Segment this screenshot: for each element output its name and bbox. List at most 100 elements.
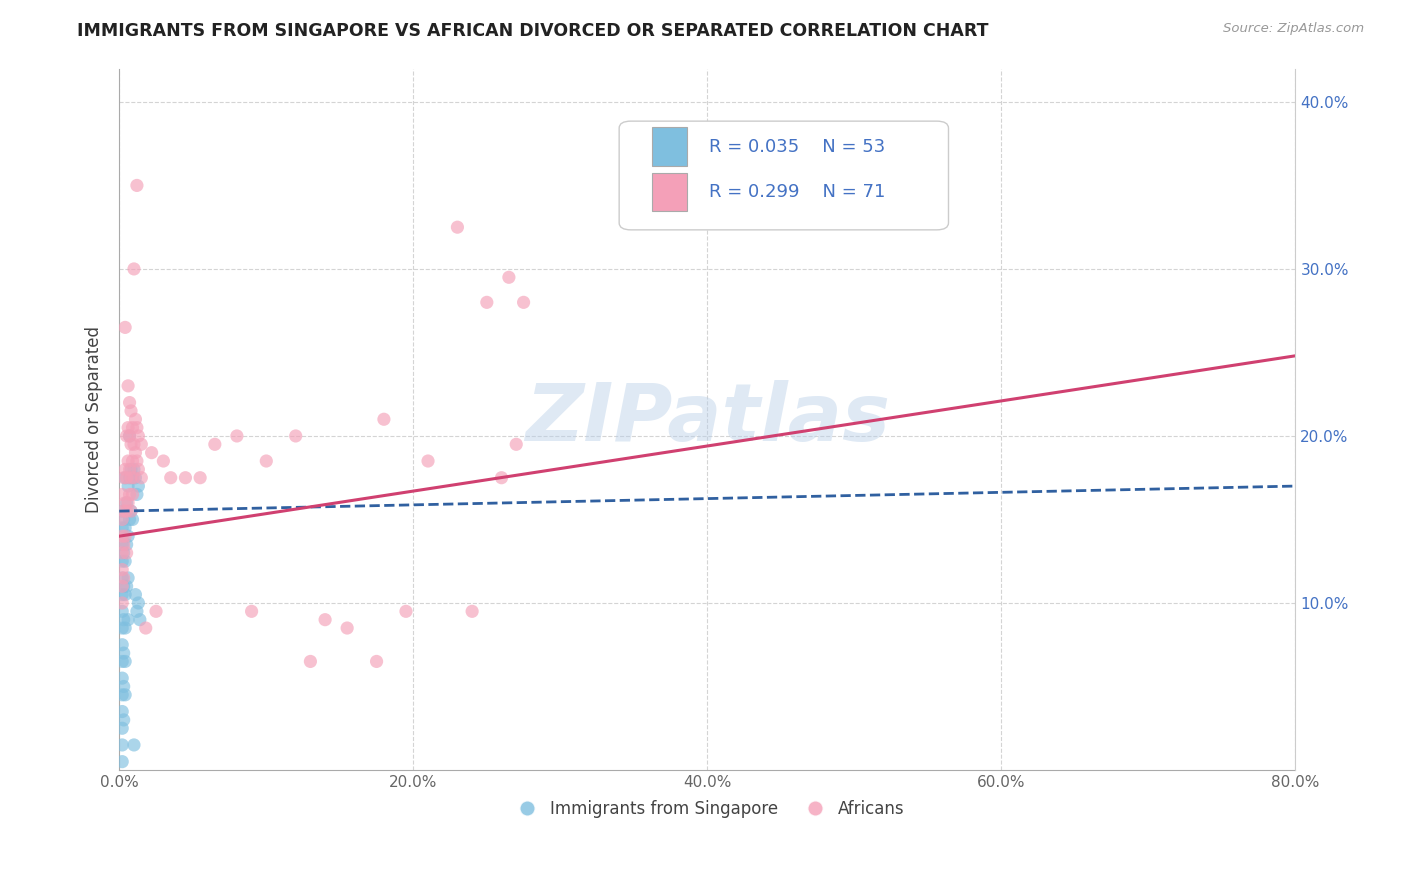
Point <box>118 471 141 485</box>
Point <box>117 529 139 543</box>
Point <box>111 596 134 610</box>
Point <box>141 445 163 459</box>
Point <box>124 445 146 459</box>
Point <box>112 713 135 727</box>
Point <box>112 579 135 593</box>
Point <box>117 613 139 627</box>
Point <box>127 596 149 610</box>
Point <box>122 437 145 451</box>
Point <box>446 220 468 235</box>
Point <box>114 320 136 334</box>
Point <box>118 512 141 526</box>
Point <box>117 571 139 585</box>
Point <box>373 412 395 426</box>
Point <box>174 471 197 485</box>
Point <box>111 487 134 501</box>
Point <box>111 604 134 618</box>
Point <box>188 471 211 485</box>
Point <box>117 496 139 510</box>
Point <box>111 638 134 652</box>
Point <box>111 738 134 752</box>
Point <box>127 479 149 493</box>
Point <box>131 437 153 451</box>
Point <box>124 412 146 426</box>
Text: IMMIGRANTS FROM SINGAPORE VS AFRICAN DIVORCED OR SEPARATED CORRELATION CHART: IMMIGRANTS FROM SINGAPORE VS AFRICAN DIV… <box>77 22 988 40</box>
Point <box>115 496 138 510</box>
Point <box>121 512 143 526</box>
Point <box>395 604 418 618</box>
Point <box>112 680 135 694</box>
Point <box>125 604 148 618</box>
Point <box>114 529 136 543</box>
Point <box>114 462 136 476</box>
Point <box>121 420 143 434</box>
Text: R = 0.035    N = 53: R = 0.035 N = 53 <box>709 137 884 156</box>
Point <box>118 429 141 443</box>
Point <box>112 571 135 585</box>
Point <box>461 604 484 618</box>
Point <box>127 462 149 476</box>
Point <box>115 471 138 485</box>
Point <box>120 504 142 518</box>
Point <box>416 454 439 468</box>
Point <box>125 178 148 193</box>
Point <box>115 546 138 560</box>
Legend: Immigrants from Singapore, Africans: Immigrants from Singapore, Africans <box>503 794 911 825</box>
Point <box>121 487 143 501</box>
Point <box>117 479 139 493</box>
Point <box>125 420 148 434</box>
FancyBboxPatch shape <box>652 173 688 211</box>
Point <box>254 454 277 468</box>
Point <box>118 487 141 501</box>
Point <box>111 705 134 719</box>
Point <box>117 454 139 468</box>
Point <box>124 588 146 602</box>
Text: R = 0.299    N = 71: R = 0.299 N = 71 <box>709 183 884 202</box>
FancyBboxPatch shape <box>619 121 949 230</box>
Point <box>125 487 148 501</box>
Point <box>128 613 150 627</box>
Point <box>111 688 134 702</box>
Point <box>121 454 143 468</box>
Point <box>127 429 149 443</box>
Point <box>111 512 134 526</box>
Point <box>120 504 142 518</box>
Point <box>112 504 135 518</box>
Point <box>366 655 388 669</box>
Point <box>111 755 134 769</box>
Point <box>111 655 134 669</box>
Point <box>314 613 336 627</box>
Point <box>124 471 146 485</box>
Point <box>114 621 136 635</box>
Point <box>135 621 157 635</box>
Point <box>498 270 520 285</box>
Point <box>475 295 498 310</box>
Point <box>120 462 142 476</box>
Point <box>299 655 322 669</box>
Point <box>131 471 153 485</box>
Point <box>122 738 145 752</box>
Point <box>111 588 134 602</box>
Point <box>111 721 134 735</box>
Point <box>159 471 181 485</box>
Point <box>111 571 134 585</box>
Point <box>118 462 141 476</box>
Point <box>491 471 513 485</box>
Point <box>112 646 135 660</box>
Point <box>111 546 134 560</box>
Point <box>115 537 138 551</box>
Point <box>125 454 148 468</box>
Point <box>115 579 138 593</box>
Point <box>204 437 226 451</box>
Point <box>122 471 145 485</box>
Point <box>111 621 134 635</box>
Point <box>118 395 141 409</box>
Point <box>112 613 135 627</box>
Point <box>114 471 136 485</box>
Point <box>240 604 263 618</box>
Point <box>112 512 135 526</box>
Point <box>512 295 534 310</box>
Y-axis label: Divorced or Separated: Divorced or Separated <box>86 326 103 513</box>
Point <box>118 429 141 443</box>
Point <box>112 471 135 485</box>
